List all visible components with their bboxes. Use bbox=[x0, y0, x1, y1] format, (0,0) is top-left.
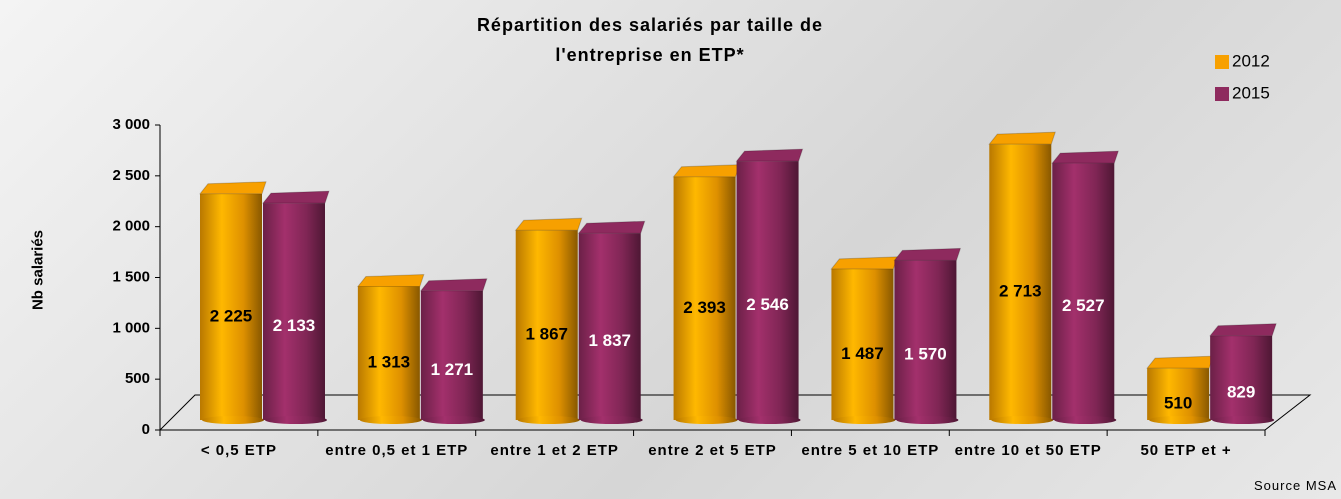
bar-cap bbox=[198, 181, 267, 195]
bar-cap bbox=[1146, 355, 1214, 369]
bar-base bbox=[991, 416, 1054, 424]
value-label: 2 527 bbox=[1062, 296, 1105, 315]
bar bbox=[894, 260, 957, 420]
bar bbox=[515, 230, 578, 420]
bar bbox=[1147, 368, 1210, 420]
value-label: 1 867 bbox=[525, 325, 568, 344]
x-tick-label: entre 5 et 10 ETP bbox=[801, 442, 940, 459]
bar-base bbox=[896, 416, 959, 424]
bar bbox=[673, 176, 736, 420]
bar-base bbox=[422, 416, 485, 424]
bar-base bbox=[1054, 416, 1117, 424]
bar-base bbox=[359, 416, 422, 424]
y-tick-label: 1 000 bbox=[112, 319, 150, 336]
bar-cap bbox=[514, 217, 583, 231]
y-axis-label: Nb salariés bbox=[29, 229, 47, 311]
value-label: 829 bbox=[1227, 382, 1255, 401]
value-label: 2 133 bbox=[273, 316, 316, 335]
value-label: 1 271 bbox=[431, 360, 474, 379]
bar-cap bbox=[672, 164, 741, 178]
bar bbox=[1210, 335, 1273, 420]
bar-base bbox=[517, 416, 580, 424]
bar-cap bbox=[356, 273, 425, 288]
legend-label: 2012 bbox=[1232, 51, 1270, 70]
source: Source MSA bbox=[1254, 478, 1337, 493]
value-label: 1 570 bbox=[904, 345, 947, 364]
x-tick-label: entre 1 et 2 ETP bbox=[490, 442, 619, 459]
bar-base bbox=[202, 416, 264, 424]
bar-base bbox=[738, 416, 801, 424]
bar-base bbox=[265, 416, 327, 424]
bar bbox=[1052, 163, 1115, 421]
value-label: 510 bbox=[1164, 394, 1192, 413]
value-label: 2 713 bbox=[999, 282, 1042, 301]
y-tick-label: 3 000 bbox=[112, 116, 150, 133]
bar-cap bbox=[893, 247, 962, 261]
value-label: 2 546 bbox=[746, 295, 789, 314]
bar-cap bbox=[1209, 323, 1277, 337]
value-label: 1 313 bbox=[368, 353, 411, 372]
y-tick-label: 2 500 bbox=[112, 167, 150, 184]
bar-cap bbox=[830, 256, 899, 270]
chart-title: Répartition des salariés par taille de l… bbox=[476, 15, 824, 65]
bar bbox=[357, 286, 420, 420]
legend-swatch bbox=[1215, 55, 1229, 69]
bar bbox=[831, 268, 894, 420]
bar-cap bbox=[988, 131, 1056, 145]
x-tick-label: entre 0,5 et 1 ETP bbox=[325, 442, 469, 459]
x-tick-label: entre 10 et 50 ETP bbox=[954, 442, 1102, 459]
bar bbox=[263, 203, 325, 420]
y-tick-label: 2 000 bbox=[112, 218, 150, 235]
bar-base bbox=[1149, 416, 1212, 424]
bar bbox=[578, 233, 641, 420]
bar bbox=[989, 144, 1052, 420]
bar-base bbox=[580, 416, 643, 424]
value-label: 1 837 bbox=[588, 331, 631, 350]
bar-cap bbox=[577, 220, 646, 234]
bar-base bbox=[675, 416, 738, 424]
y-tick-label: 1 500 bbox=[112, 268, 150, 285]
legend-swatch bbox=[1215, 87, 1229, 101]
x-tick-label: 50 ETP et + bbox=[1140, 442, 1232, 459]
x-tick-label: < 0,5 ETP bbox=[200, 442, 277, 459]
value-label: 2 393 bbox=[683, 298, 726, 317]
bar-cap bbox=[1051, 150, 1119, 164]
bar-cap bbox=[735, 148, 804, 162]
value-label: 1 487 bbox=[841, 344, 884, 363]
y-tick-label: 0 bbox=[142, 421, 150, 438]
y-tick-label: 500 bbox=[125, 370, 150, 387]
bar bbox=[736, 161, 799, 420]
bar bbox=[420, 290, 483, 420]
bar bbox=[200, 193, 262, 420]
value-label: 2 225 bbox=[210, 306, 253, 325]
bar-cap bbox=[261, 190, 330, 204]
bar-cap bbox=[419, 278, 488, 292]
bar-base bbox=[1212, 416, 1275, 424]
x-tick-label: entre 2 et 5 ETP bbox=[648, 442, 777, 459]
bar-base bbox=[833, 416, 896, 424]
legend-label: 2015 bbox=[1232, 83, 1270, 102]
